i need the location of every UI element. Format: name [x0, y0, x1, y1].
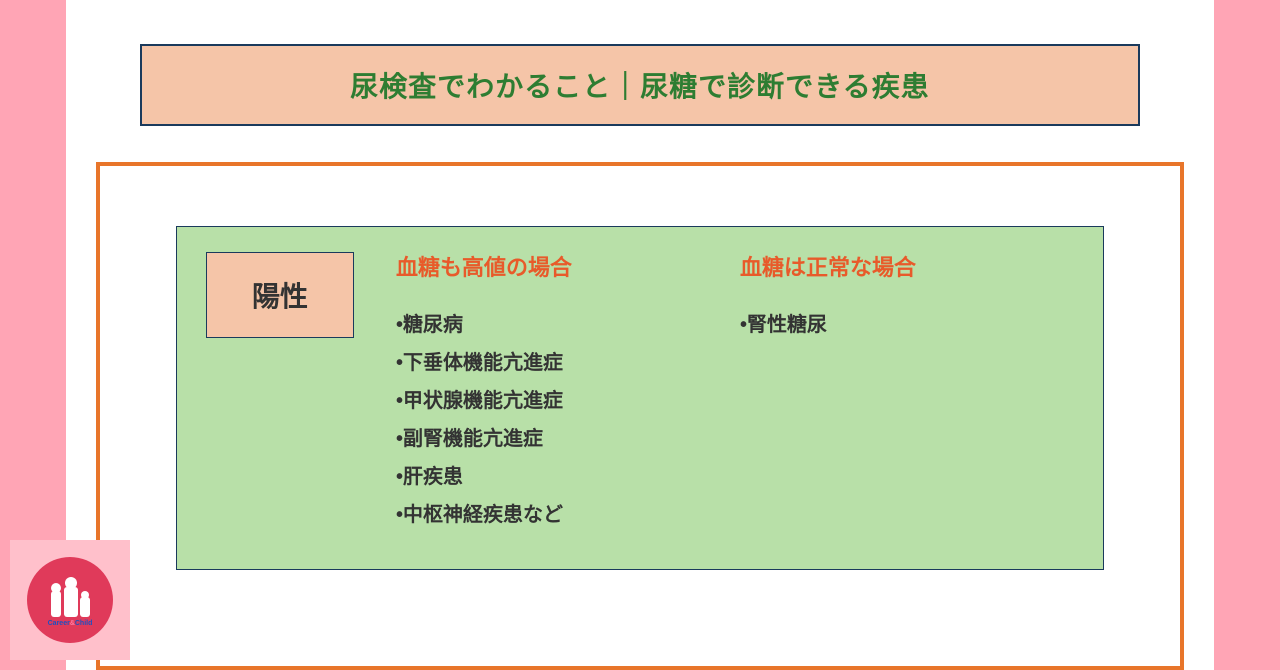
- list-item: 副腎機能亢進症: [396, 420, 716, 458]
- list-item: 甲状腺機能亢進症: [396, 382, 716, 420]
- logo-text-a: Career: [48, 620, 70, 627]
- list-item: 糖尿病: [396, 306, 716, 344]
- result-badge: 陽性: [206, 252, 354, 338]
- disease-list-high: 糖尿病 下垂体機能亢進症 甲状腺機能亢進症 副腎機能亢進症 肝疾患 中枢神経疾患…: [396, 306, 716, 534]
- logo-text-b: Child: [75, 620, 93, 627]
- column-heading: 血糖も高値の場合: [396, 250, 716, 282]
- list-item: 下垂体機能亢進症: [396, 344, 716, 382]
- column-high-glucose: 血糖も高値の場合 糖尿病 下垂体機能亢進症 甲状腺機能亢進症 副腎機能亢進症 肝…: [396, 250, 716, 534]
- logo-text: Career&Child: [27, 620, 113, 627]
- list-item: 中枢神経疾患など: [396, 496, 716, 534]
- list-item: 腎性糖尿: [740, 306, 1060, 344]
- disease-list-normal: 腎性糖尿: [740, 306, 1060, 344]
- list-item: 肝疾患: [396, 458, 716, 496]
- title-box: 尿検査でわかること｜尿糖で診断できる疾患: [140, 44, 1140, 126]
- result-badge-label: 陽性: [252, 275, 308, 315]
- logo-badge: Career&Child: [10, 540, 130, 660]
- logo-circle-icon: Career&Child: [27, 557, 113, 643]
- column-heading: 血糖は正常な場合: [740, 250, 1060, 282]
- column-normal-glucose: 血糖は正常な場合 腎性糖尿: [740, 250, 1060, 344]
- page-title: 尿検査でわかること｜尿糖で診断できる疾患: [350, 65, 929, 105]
